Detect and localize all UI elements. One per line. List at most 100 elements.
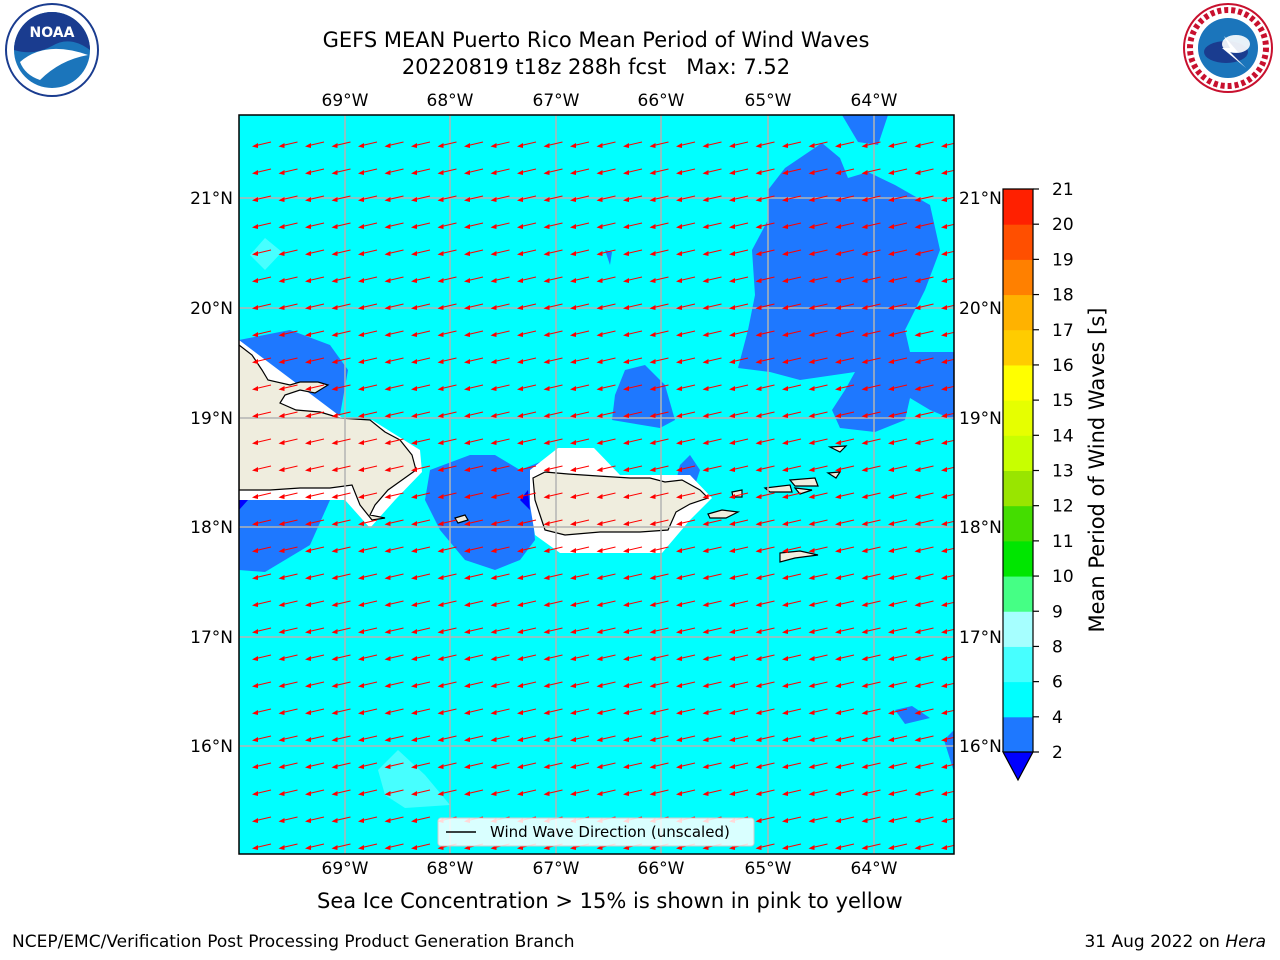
direction-arrow <box>358 276 378 283</box>
direction-arrow <box>888 654 908 661</box>
direction-arrow <box>278 600 298 607</box>
direction-arrow <box>570 519 590 526</box>
footer-host: Hera <box>1225 932 1266 952</box>
direction-arrow <box>596 303 616 310</box>
colorbar-tick-label: 19 <box>1052 250 1074 270</box>
map-area <box>239 115 954 854</box>
direction-arrow <box>861 519 881 526</box>
direction-arrow <box>252 276 272 283</box>
direction-arrow <box>623 222 643 229</box>
colorbar-segment <box>1003 576 1033 612</box>
direction-arrow <box>517 654 537 661</box>
direction-arrow <box>808 303 828 310</box>
lat-label-left: 18°N <box>190 518 233 538</box>
direction-arrow <box>623 411 643 418</box>
direction-arrow <box>623 438 643 445</box>
direction-arrow <box>729 438 749 445</box>
direction-arrow <box>861 438 881 445</box>
direction-arrow <box>517 384 537 391</box>
direction-arrow <box>782 357 802 364</box>
direction-arrow <box>570 681 590 688</box>
direction-arrow <box>888 465 908 472</box>
svg-text:NOAA: NOAA <box>30 25 75 41</box>
direction-arrow <box>517 168 537 175</box>
direction-arrow <box>755 681 775 688</box>
direction-arrow <box>782 762 802 769</box>
direction-arrow <box>676 735 696 742</box>
direction-arrow <box>649 222 669 229</box>
direction-arrow <box>914 222 934 229</box>
direction-arrow <box>782 546 802 553</box>
direction-arrow <box>464 222 484 229</box>
direction-arrow <box>782 249 802 256</box>
direction-arrow <box>676 789 696 796</box>
direction-arrow <box>888 411 908 418</box>
nws-logo <box>1183 3 1273 93</box>
direction-arrow <box>782 384 802 391</box>
direction-arrow <box>490 276 510 283</box>
direction-arrow <box>702 411 722 418</box>
direction-arrow <box>649 357 669 364</box>
direction-arrow <box>278 708 298 715</box>
direction-arrow <box>411 843 431 850</box>
direction-arrow <box>252 141 272 148</box>
direction-arrow <box>570 249 590 256</box>
direction-arrow <box>596 681 616 688</box>
direction-arrow <box>570 627 590 634</box>
direction-arrow <box>570 411 590 418</box>
direction-arrow <box>888 627 908 634</box>
direction-arrow <box>835 600 855 607</box>
direction-arrow <box>808 681 828 688</box>
direction-arrow <box>305 384 325 391</box>
direction-arrow <box>835 546 855 553</box>
direction-arrow <box>305 816 325 823</box>
direction-arrow <box>331 546 351 553</box>
direction-arrow <box>729 708 749 715</box>
direction-arrow <box>861 681 881 688</box>
direction-arrow <box>517 546 537 553</box>
direction-arrow <box>437 141 457 148</box>
direction-arrow <box>437 330 457 337</box>
direction-arrow <box>384 195 404 202</box>
direction-arrow <box>278 843 298 850</box>
direction-arrow <box>278 141 298 148</box>
footer-date: 31 Aug 2022 on Hera <box>1084 932 1266 952</box>
direction-arrow <box>941 277 954 283</box>
direction-arrow <box>543 519 563 526</box>
direction-arrow <box>305 708 325 715</box>
direction-arrow <box>808 708 828 715</box>
direction-arrow <box>782 195 802 202</box>
direction-arrow <box>676 708 696 715</box>
direction-arrow <box>914 330 934 337</box>
direction-arrow <box>490 249 510 256</box>
direction-arrow <box>914 384 934 391</box>
direction-arrow <box>305 519 325 526</box>
direction-arrow <box>835 519 855 526</box>
direction-arrow <box>676 357 696 364</box>
direction-arrow <box>888 843 908 850</box>
direction-arrow <box>252 789 272 796</box>
direction-arrow <box>861 222 881 229</box>
direction-arrow <box>384 330 404 337</box>
direction-arrow <box>835 330 855 337</box>
direction-arrow <box>490 195 510 202</box>
direction-arrow <box>305 762 325 769</box>
colorbar-tick-label: 12 <box>1052 497 1074 517</box>
direction-arrow <box>676 141 696 148</box>
direction-arrow <box>808 249 828 256</box>
direction-arrow <box>861 492 881 499</box>
virgin-islands-2 <box>788 477 819 487</box>
direction-arrow <box>384 735 404 742</box>
direction-arrow <box>358 681 378 688</box>
direction-arrow <box>888 168 908 175</box>
direction-arrow <box>278 168 298 175</box>
direction-arrow <box>437 195 457 202</box>
direction-arrow <box>649 627 669 634</box>
direction-arrow <box>702 384 722 391</box>
direction-arrow <box>835 168 855 175</box>
direction-arrow <box>914 519 934 526</box>
direction-arrow <box>278 816 298 823</box>
direction-arrow <box>570 735 590 742</box>
direction-arrow <box>914 546 934 553</box>
direction-arrow <box>543 735 563 742</box>
